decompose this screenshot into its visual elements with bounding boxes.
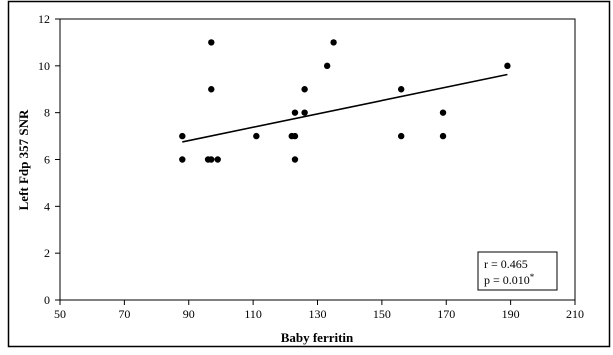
data-point: [179, 156, 186, 163]
x-tick-label: 150: [373, 307, 391, 321]
data-point: [397, 86, 405, 93]
trendline: [182, 73, 508, 143]
x-tick-label: 70: [118, 307, 130, 321]
y-tick-label: 10: [38, 59, 50, 73]
x-tick-label: 90: [183, 307, 195, 321]
data-point: [291, 132, 299, 140]
stats-box: r = 0.465 p = 0.010*: [477, 251, 558, 291]
data-point: [439, 132, 447, 140]
y-tick-label: 12: [38, 12, 50, 26]
stats-p: p = 0.010*: [484, 272, 535, 287]
data-point: [214, 156, 221, 163]
data-point: [208, 156, 215, 163]
x-tick-label: 130: [309, 307, 327, 321]
data-point: [179, 132, 186, 140]
data-point: [208, 39, 215, 46]
data-point: [397, 132, 405, 140]
y-tick-label: 6: [44, 153, 50, 167]
x-tick-label: 190: [502, 307, 520, 321]
trendline-group: [182, 73, 508, 143]
y-axis-ticks: 0 2 4 6 8 10 12: [38, 12, 60, 307]
stats-r: r = 0.465: [484, 257, 528, 271]
data-point: [291, 156, 299, 163]
y-tick-label: 2: [44, 246, 50, 260]
y-axis-title: Left Fdp 357 SNR: [16, 109, 31, 210]
y-tick-label: 0: [44, 293, 50, 307]
x-tick-label: 170: [437, 307, 455, 321]
data-point: [504, 62, 511, 70]
y-tick-label: 4: [44, 199, 50, 213]
data-point: [301, 86, 308, 93]
x-tick-label: 110: [244, 307, 262, 321]
stats-box-border: [477, 251, 558, 291]
data-point: [301, 109, 308, 116]
data-point: [330, 39, 337, 46]
data-point: [291, 109, 299, 116]
data-point: [253, 132, 260, 140]
data-point: [208, 86, 215, 93]
figure-border: [7, 0, 611, 348]
y-tick-label: 8: [44, 106, 50, 120]
data-point: [439, 109, 447, 116]
x-tick-label: 50: [54, 307, 66, 321]
data-points: [179, 39, 511, 163]
stats-p-marker: *: [530, 272, 535, 282]
x-tick-label: 210: [566, 307, 584, 321]
x-axis-ticks: 50 70 90 110 130 150 170 190 210: [54, 300, 584, 321]
data-point: [323, 62, 331, 70]
stats-p-value: p = 0.010: [484, 273, 530, 287]
x-axis-title: Baby ferritin: [281, 330, 354, 345]
